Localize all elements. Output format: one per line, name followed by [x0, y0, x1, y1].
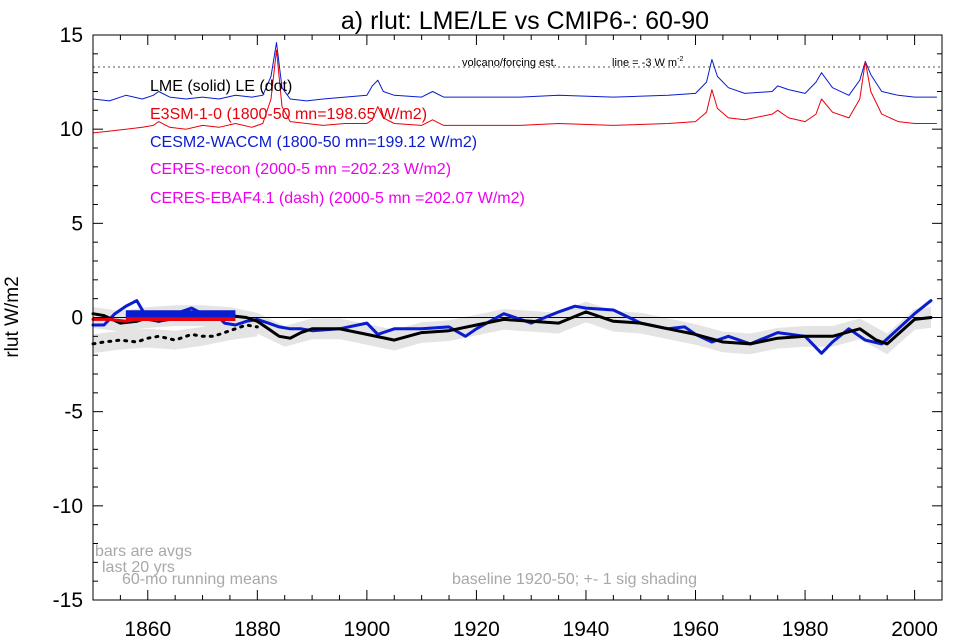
legend-entry-ceres-recon: CERES-recon (2000-5 mn =202.23 W/m2) — [150, 161, 451, 178]
chart-title: a) rlut: LME/LE vs CMIP6-: 60-90 — [341, 7, 709, 35]
y-tick-label: -5 — [64, 401, 83, 424]
line-note-main: line = -3 W m — [612, 57, 677, 69]
legend-entry-cesm2: CESM2-WACCM (1800-50 mn=199.12 W/m2) — [150, 134, 477, 151]
average-bars — [125, 310, 236, 321]
le-sigma-band — [93, 317, 258, 354]
x-tick-label: 1880 — [234, 618, 281, 641]
y-tick-label: 10 — [60, 118, 83, 141]
bars-note-line-1: bars are avgs — [95, 543, 192, 560]
x-tick-label: 1960 — [672, 618, 719, 641]
x-tick-label: 2000 — [891, 618, 938, 641]
volcano-note: volcano/forcing est. — [462, 57, 557, 69]
line-note: line = -3 W m-2 — [612, 56, 683, 69]
bars-note-line-2: last 20 yrs — [102, 559, 175, 576]
x-tick-label: 1920 — [453, 618, 500, 641]
y-tick-label: 0 — [71, 307, 83, 330]
line-note-sup: -2 — [677, 56, 683, 63]
legend-entry-e3sm: E3SM-1-0 (1800-50 mn=198.65 W/m2) — [150, 106, 427, 123]
legend: LME (solid) LE (dot) E3SM-1-0 (1800-50 m… — [150, 78, 525, 207]
x-tick-label: 1980 — [782, 618, 829, 641]
x-tick-label: 1940 — [563, 618, 610, 641]
legend-entry-lme-le: LME (solid) LE (dot) — [150, 78, 292, 95]
x-tick-label: 1900 — [344, 618, 391, 641]
y-tick-label: 15 — [60, 24, 83, 47]
legend-entry-ceres-ebaf: CERES-EBAF4.1 (dash) (2000-5 mn =202.07 … — [150, 190, 525, 207]
y-tick-label: 5 — [71, 212, 83, 235]
y-tick-label: -10 — [53, 495, 83, 518]
baseline-note: baseline 1920-50; +- 1 sig shading — [452, 571, 697, 588]
axes: -15 -10 -5 0 5 10 15 1860 1880 1900 1920 1940 1960 19… — [53, 24, 943, 641]
running-means-note: 60-mo running means — [122, 571, 278, 588]
series-line-5 — [92, 49, 937, 134]
y-axis-label: rlut W/m2 — [2, 276, 23, 357]
annotations: volcano/forcing est. line = -3 W m-2 bar… — [95, 56, 697, 588]
x-tick-label: 1860 — [124, 618, 171, 641]
y-tick-label: -15 — [53, 589, 83, 612]
series-line-4 — [92, 42, 937, 102]
series-line-0 — [91, 299, 933, 355]
